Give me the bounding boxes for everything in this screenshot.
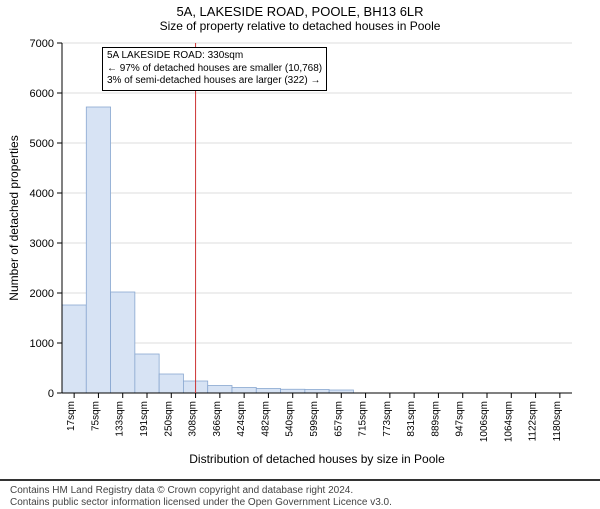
footer-line2: Contains public sector information licen… <box>10 497 590 509</box>
footer-line1: Contains HM Land Registry data © Crown c… <box>10 485 590 497</box>
svg-text:133sqm: 133sqm <box>115 401 126 437</box>
svg-text:540sqm: 540sqm <box>285 401 296 437</box>
page-title: 5A, LAKESIDE ROAD, POOLE, BH13 6LR <box>0 0 600 19</box>
svg-text:1180sqm: 1180sqm <box>552 401 563 441</box>
annotation-line1: 5A LAKESIDE ROAD: 330sqm <box>107 50 322 63</box>
svg-text:424sqm: 424sqm <box>236 401 247 437</box>
svg-text:250sqm: 250sqm <box>163 401 174 437</box>
svg-text:1122sqm: 1122sqm <box>528 401 539 441</box>
svg-text:831sqm: 831sqm <box>406 401 417 437</box>
svg-text:6000: 6000 <box>30 88 54 100</box>
svg-text:Distribution of detached house: Distribution of detached houses by size … <box>189 452 445 466</box>
annotation-box: 5A LAKESIDE ROAD: 330sqm ← 97% of detach… <box>102 47 327 91</box>
svg-text:889sqm: 889sqm <box>430 401 441 437</box>
svg-text:308sqm: 308sqm <box>188 401 199 437</box>
svg-text:599sqm: 599sqm <box>309 401 320 437</box>
svg-text:7000: 7000 <box>30 38 54 50</box>
svg-text:1000: 1000 <box>30 338 54 350</box>
svg-text:947sqm: 947sqm <box>455 401 466 437</box>
page-subtitle: Size of property relative to detached ho… <box>0 19 600 33</box>
svg-text:4000: 4000 <box>30 188 54 200</box>
annotation-line2: ← 97% of detached houses are smaller (10… <box>107 63 322 76</box>
svg-text:5000: 5000 <box>30 138 54 150</box>
svg-text:3000: 3000 <box>30 238 54 250</box>
svg-text:Number of detached properties: Number of detached properties <box>7 135 21 300</box>
svg-text:17sqm: 17sqm <box>66 401 77 431</box>
svg-text:1006sqm: 1006sqm <box>479 401 490 442</box>
svg-text:191sqm: 191sqm <box>139 401 150 437</box>
svg-text:715sqm: 715sqm <box>358 401 369 437</box>
svg-text:2000: 2000 <box>30 288 54 300</box>
svg-text:482sqm: 482sqm <box>260 401 271 437</box>
svg-text:657sqm: 657sqm <box>333 401 344 437</box>
footer: Contains HM Land Registry data © Crown c… <box>0 479 600 509</box>
annotation-line3: 3% of semi-detached houses are larger (3… <box>107 75 322 88</box>
svg-text:773sqm: 773sqm <box>382 401 393 437</box>
svg-text:366sqm: 366sqm <box>212 401 223 437</box>
histogram-chart: 0 1000 2000 3000 4000 5000 6000 7000 17sqm 75sqm 1… <box>0 33 600 473</box>
svg-text:1064sqm: 1064sqm <box>503 401 514 442</box>
svg-text:0: 0 <box>48 388 54 400</box>
svg-text:75sqm: 75sqm <box>90 401 101 431</box>
